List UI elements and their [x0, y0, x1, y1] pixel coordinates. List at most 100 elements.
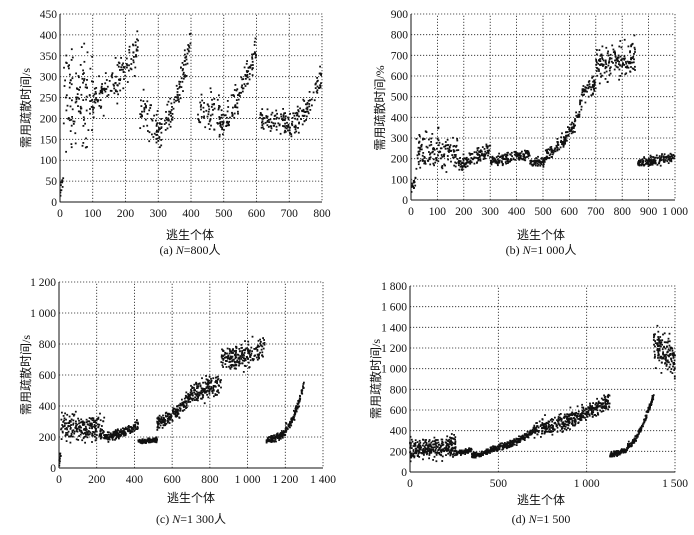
data-point: [309, 109, 312, 111]
data-point: [637, 433, 640, 436]
data-point: [578, 113, 581, 116]
data-point: [152, 437, 155, 440]
data-point: [594, 408, 596, 411]
data-point: [84, 425, 87, 428]
data-point: [546, 152, 549, 155]
data-point: [71, 116, 73, 118]
data-point: [229, 364, 232, 367]
data-point: [506, 445, 509, 448]
data-point: [441, 165, 444, 167]
data-point: [285, 429, 287, 432]
data-point: [246, 75, 248, 78]
data-point: [226, 100, 229, 102]
data-point: [278, 124, 281, 127]
data-point: [196, 387, 198, 389]
data-point: [446, 147, 449, 150]
data-point: [413, 452, 416, 455]
data-point: [656, 349, 659, 351]
data-point: [97, 99, 99, 102]
data-point: [614, 64, 617, 67]
data-point: [445, 445, 448, 448]
data-point: [188, 45, 190, 47]
data-point: [426, 450, 429, 452]
data-point: [282, 114, 285, 117]
data-point: [418, 134, 421, 136]
data-point: [424, 441, 426, 444]
data-point: [587, 87, 589, 90]
data-point: [216, 98, 219, 101]
data-point: [246, 71, 249, 73]
data-point: [102, 432, 104, 434]
data-point: [417, 153, 420, 155]
data-point: [475, 151, 478, 154]
data-point: [72, 414, 75, 417]
data-point: [98, 105, 101, 107]
data-point: [638, 161, 641, 164]
data-point: [583, 88, 586, 91]
data-point: [660, 355, 663, 358]
data-point: [668, 157, 671, 160]
data-point: [187, 398, 190, 401]
data-point: [590, 88, 593, 91]
data-point: [576, 412, 579, 415]
data-point: [242, 353, 245, 356]
data-point: [584, 86, 587, 89]
data-point: [178, 416, 181, 419]
data-point: [155, 141, 158, 144]
data-point: [582, 94, 584, 96]
data-point: [441, 143, 444, 146]
data-point: [248, 73, 251, 75]
data-point: [455, 453, 458, 455]
data-point: [229, 116, 231, 119]
data-point: [78, 428, 81, 431]
data-point: [94, 98, 96, 101]
data-point: [561, 132, 563, 135]
data-point: [564, 139, 567, 142]
data-point: [128, 51, 131, 54]
data-point: [242, 87, 245, 90]
data-point: [82, 432, 85, 435]
data-point: [625, 61, 627, 63]
data-point: [446, 435, 449, 438]
data-point: [292, 417, 294, 419]
y-tick-label: 800: [390, 384, 408, 396]
data-point: [568, 128, 570, 131]
data-point: [449, 449, 452, 452]
data-point: [79, 105, 82, 108]
data-point: [79, 426, 81, 428]
data-point: [124, 434, 127, 436]
data-point: [253, 44, 256, 46]
data-point: [213, 395, 215, 398]
data-point: [599, 58, 601, 60]
data-point: [418, 456, 421, 458]
data-point: [436, 147, 438, 150]
data-point: [669, 370, 672, 373]
data-point: [627, 61, 630, 63]
data-point: [282, 108, 284, 110]
data-point: [69, 73, 71, 76]
data-point: [176, 405, 178, 408]
data-point: [242, 78, 245, 80]
data-point: [86, 146, 88, 148]
data-point: [205, 375, 207, 377]
data-point: [276, 116, 278, 119]
data-point: [198, 394, 201, 396]
data-point: [66, 432, 69, 434]
data-point: [157, 425, 159, 428]
data-point: [482, 158, 485, 160]
data-point: [181, 69, 184, 72]
data-point: [632, 55, 635, 58]
data-point: [602, 63, 605, 66]
data-point: [72, 419, 75, 422]
data-point: [568, 413, 570, 416]
data-point: [297, 110, 300, 113]
data-point: [672, 363, 675, 366]
y-tick-label: 300: [40, 72, 58, 84]
data-point: [610, 57, 613, 60]
data-point: [501, 445, 504, 448]
data-point: [200, 387, 203, 390]
data-point: [90, 417, 92, 420]
data-point: [99, 429, 102, 432]
data-point: [281, 117, 284, 120]
data-point: [133, 429, 136, 432]
